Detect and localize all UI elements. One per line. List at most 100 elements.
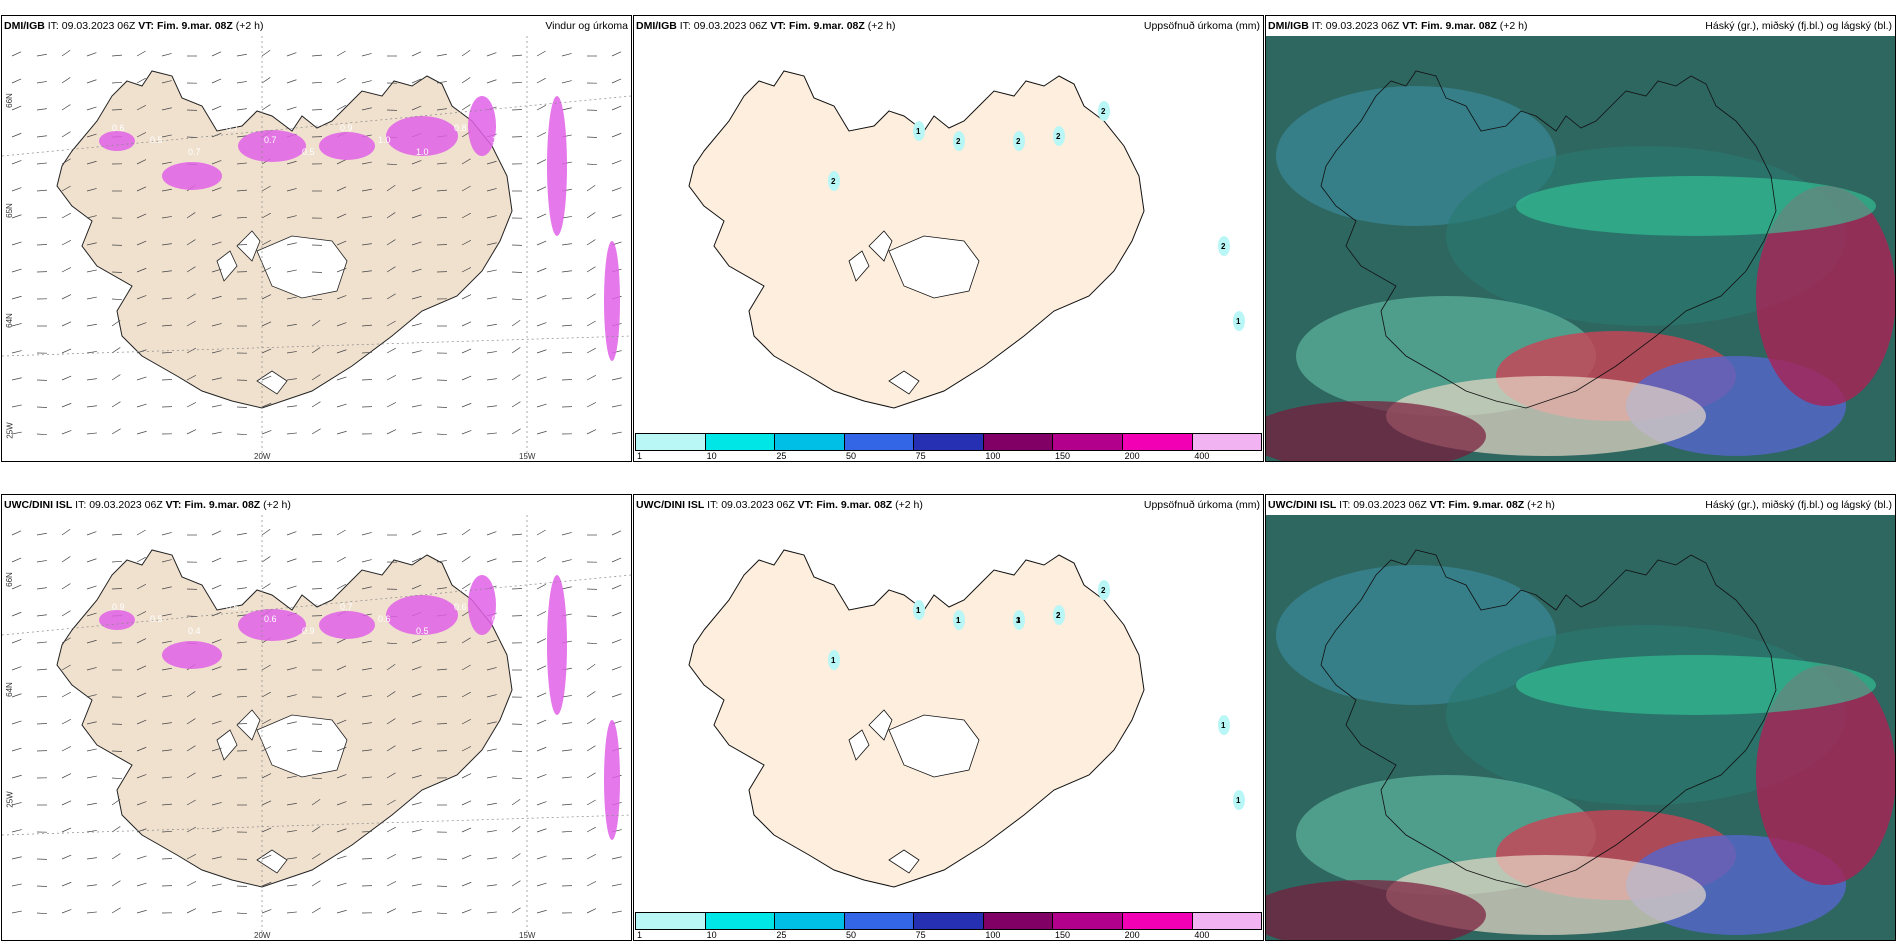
wind-barb <box>111 777 123 780</box>
map-area[interactable]: 0.9 0.5 0.4 0.5 0.6 0.9 0.7 0.6 0.5 0.6 0.9 0.5 0.3 0… <box>2 515 631 940</box>
wind-barb <box>286 432 297 435</box>
precip-value-label: 1 <box>1221 721 1226 730</box>
colorbar <box>635 912 1262 930</box>
colorbar-label: 400 <box>1194 930 1210 940</box>
wind-barb <box>561 351 573 354</box>
colorbar-swatch <box>983 434 1054 450</box>
wind-barb <box>61 664 71 671</box>
glacier <box>236 709 261 741</box>
wind-barb <box>11 160 22 165</box>
wind-barb <box>161 749 172 752</box>
wind-barb <box>61 854 72 860</box>
wind-barb <box>586 374 596 381</box>
colorbar-swatch <box>1122 434 1193 450</box>
wind-barb <box>411 829 422 833</box>
wind-barb <box>361 379 373 381</box>
wind-barb <box>361 532 372 536</box>
precip-area <box>828 171 840 191</box>
wind-barb <box>286 585 297 590</box>
precip-area <box>1218 236 1230 256</box>
wind-barb <box>536 77 546 84</box>
wind-barb <box>486 215 497 219</box>
glacier <box>216 729 238 761</box>
glacier <box>868 230 893 262</box>
wind-barb <box>386 908 397 914</box>
wind-barb <box>111 81 123 84</box>
wind-barb <box>436 108 447 111</box>
wind-barb <box>36 614 47 617</box>
wind-barb <box>561 297 572 300</box>
iceland-map <box>1266 515 1895 940</box>
wind-barb <box>286 911 297 914</box>
wind-barb <box>411 720 422 725</box>
wind-barb <box>111 347 121 354</box>
wind-barb <box>586 663 596 671</box>
wind-barb <box>186 691 196 698</box>
wind-barb <box>86 405 97 408</box>
wind-barb <box>186 718 196 725</box>
wind-barb <box>361 161 372 165</box>
wind-barb <box>261 212 271 219</box>
wind-barb <box>336 430 347 435</box>
wind-barb <box>86 531 97 536</box>
wind-barb <box>111 880 121 887</box>
wind-barb <box>586 239 596 246</box>
valid-time: Fim. 9.mar. 08Z <box>156 20 233 32</box>
wind-barb <box>536 746 547 752</box>
wind-barb <box>586 718 596 725</box>
wind-barb <box>186 745 196 752</box>
wind-barb <box>511 347 521 354</box>
wind-barb <box>486 531 497 536</box>
wind-barb <box>411 214 422 219</box>
wind-barb <box>211 530 222 536</box>
precip-value-label: 0.8 <box>530 147 543 157</box>
init-time: 09.03.2023 06Z <box>693 20 768 32</box>
wind-barb <box>536 50 546 57</box>
it-label: IT: <box>47 20 59 32</box>
iceland-map: 1 2 2 2 2 2 1 2 <box>688 70 1245 409</box>
valid-time: Fim. 9.mar. 08Z <box>816 499 893 511</box>
map-area[interactable] <box>1266 36 1895 461</box>
graticule-line <box>2 574 631 636</box>
map-area[interactable] <box>1266 515 1895 940</box>
precip-value-label: 1 <box>831 656 836 665</box>
wind-barb <box>161 776 172 779</box>
wind-barb <box>286 667 297 671</box>
wind-barb <box>86 79 97 84</box>
wind-barb <box>186 293 196 300</box>
wind-barb <box>336 376 347 381</box>
wind-barb <box>611 611 622 617</box>
wind-barb <box>461 430 472 435</box>
wind-barb <box>286 296 297 300</box>
wind-barb <box>336 583 346 590</box>
wind-barb <box>111 428 121 435</box>
colorbar-swatch <box>775 913 845 929</box>
glacier <box>256 714 348 778</box>
wind-barb <box>361 216 372 219</box>
wind-barb <box>411 530 422 536</box>
wind-barb <box>111 374 121 381</box>
wind-barb <box>211 883 222 887</box>
wind-barb <box>411 639 422 644</box>
colorbar-swatch <box>1053 913 1123 929</box>
wind-barb <box>336 692 347 698</box>
wind-barb <box>161 695 172 698</box>
iceland-outline <box>1320 549 1777 888</box>
cloud-layer <box>1756 665 1895 885</box>
colorbar-labels: 1 10 25 50 75 100 150 200 400 <box>635 930 1262 940</box>
wind-barb <box>461 664 471 671</box>
map-area[interactable]: 0.6 0.5 0.7 0.7 0.7 0.5 0.9 1.0 1.0 0.8 1.0 0.8 20W 1… <box>2 36 631 461</box>
wind-barb <box>211 720 222 725</box>
wind-barb <box>161 270 172 273</box>
precip-value-label: 1 <box>1236 796 1241 805</box>
panel-dmi-wind: DMI/IGB IT: 09.03.2023 06Z VT: Fim. 9.ma… <box>1 15 632 462</box>
wind-barb <box>336 556 346 563</box>
wind-barb <box>236 162 247 165</box>
wind-barb <box>486 160 497 165</box>
wind-barb <box>611 132 622 138</box>
wind-barb <box>511 798 521 806</box>
precip-value-label: 2 <box>1101 586 1106 595</box>
map-area[interactable]: 1 2 2 2 2 2 1 2 <box>634 36 1263 461</box>
cloud-layer <box>1756 186 1895 406</box>
